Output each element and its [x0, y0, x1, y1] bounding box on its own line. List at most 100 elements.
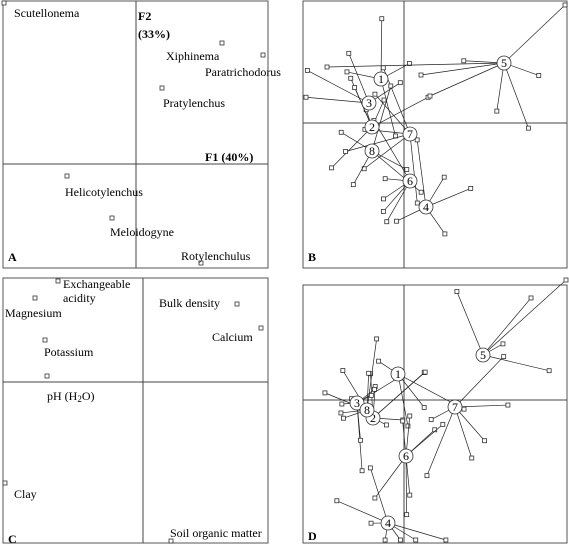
group-marker: [398, 448, 414, 464]
point: [562, 2, 568, 8]
point-label: acidity: [63, 291, 96, 305]
point: [407, 61, 412, 66]
ray: [366, 338, 377, 411]
ray: [371, 85, 392, 152]
ray: [307, 70, 370, 104]
group-marker: [418, 199, 434, 215]
group-label: 6: [407, 174, 413, 188]
point: [64, 173, 70, 179]
axis-label: (33%): [138, 27, 170, 41]
ray: [331, 126, 373, 169]
point-label: pH (H2O): [47, 389, 95, 404]
group-marker: [402, 173, 418, 189]
group-marker: [380, 515, 396, 531]
ray: [454, 356, 504, 408]
point: [404, 167, 410, 172]
point-label: Bulk density: [159, 296, 220, 310]
point-label: Exchangeable: [63, 277, 130, 291]
point: [343, 149, 348, 154]
point-label: Pratylenchus: [163, 96, 225, 110]
point: [382, 176, 388, 182]
group-marker: [402, 126, 418, 142]
ray: [374, 93, 411, 135]
point: [368, 392, 374, 398]
ray: [405, 455, 408, 515]
ray: [348, 53, 370, 104]
point: [388, 83, 394, 89]
point: [380, 209, 386, 214]
point: [397, 80, 403, 86]
point-label: Meloidogyne: [110, 225, 174, 239]
point: [260, 52, 266, 58]
point: [348, 75, 354, 81]
point: [407, 492, 413, 498]
text: 2: [77, 394, 82, 404]
point: [198, 260, 204, 266]
point: [366, 370, 372, 376]
ray: [387, 522, 446, 541]
point: [505, 402, 511, 408]
ray: [370, 467, 389, 524]
ray: [420, 62, 505, 76]
axis-label: F2: [138, 9, 151, 23]
ray: [397, 373, 409, 427]
group-label: 2: [369, 120, 375, 134]
group-label: 1: [395, 367, 401, 381]
ray: [374, 455, 407, 499]
ray: [482, 354, 550, 372]
panel-b-frame: [302, 0, 568, 269]
group-marker: [447, 399, 463, 415]
point: [344, 69, 350, 75]
point: [427, 93, 433, 99]
ray: [363, 133, 411, 170]
panel-d-frame: [302, 284, 568, 544]
panel-letter: B: [308, 250, 316, 264]
ray: [336, 500, 389, 524]
text: pH (H: [47, 389, 78, 403]
ray: [372, 371, 426, 419]
point: [324, 64, 330, 70]
point: [381, 196, 386, 202]
ray: [380, 78, 396, 137]
point: [482, 438, 487, 444]
point-label: Xiphinema: [166, 49, 220, 63]
group-label: 8: [364, 403, 370, 417]
group-marker: [373, 71, 389, 87]
point-label: Rotylenchulus: [181, 249, 251, 263]
ray: [405, 424, 444, 457]
point: [407, 413, 413, 419]
point: [400, 418, 406, 424]
point: [418, 189, 424, 195]
point: [494, 108, 500, 114]
point: [461, 406, 467, 412]
group-label: 1: [378, 72, 384, 86]
point-label: Clay: [14, 487, 37, 501]
point: [379, 16, 385, 22]
point: [341, 415, 346, 421]
point: [461, 58, 467, 64]
point: [405, 423, 411, 429]
point: [340, 368, 346, 373]
point: [443, 537, 449, 543]
point-label: Magnesium: [5, 306, 62, 320]
ray: [386, 180, 411, 222]
point: [563, 277, 569, 283]
point: [303, 94, 309, 100]
axis-label: F1 (40%): [205, 150, 253, 164]
point: [414, 137, 420, 143]
panel-letter: C: [8, 532, 17, 546]
point: [346, 50, 352, 56]
ray: [371, 96, 429, 128]
point: [440, 421, 446, 427]
panel-letter: D: [308, 529, 317, 543]
point: [234, 301, 240, 307]
group-label: 3: [366, 96, 372, 110]
point: [380, 65, 386, 71]
point: [382, 537, 388, 543]
group-label: 6: [403, 449, 409, 463]
point: [398, 537, 403, 543]
point: [258, 325, 264, 331]
ray: [456, 291, 484, 356]
ray: [426, 406, 456, 476]
point: [352, 85, 358, 90]
